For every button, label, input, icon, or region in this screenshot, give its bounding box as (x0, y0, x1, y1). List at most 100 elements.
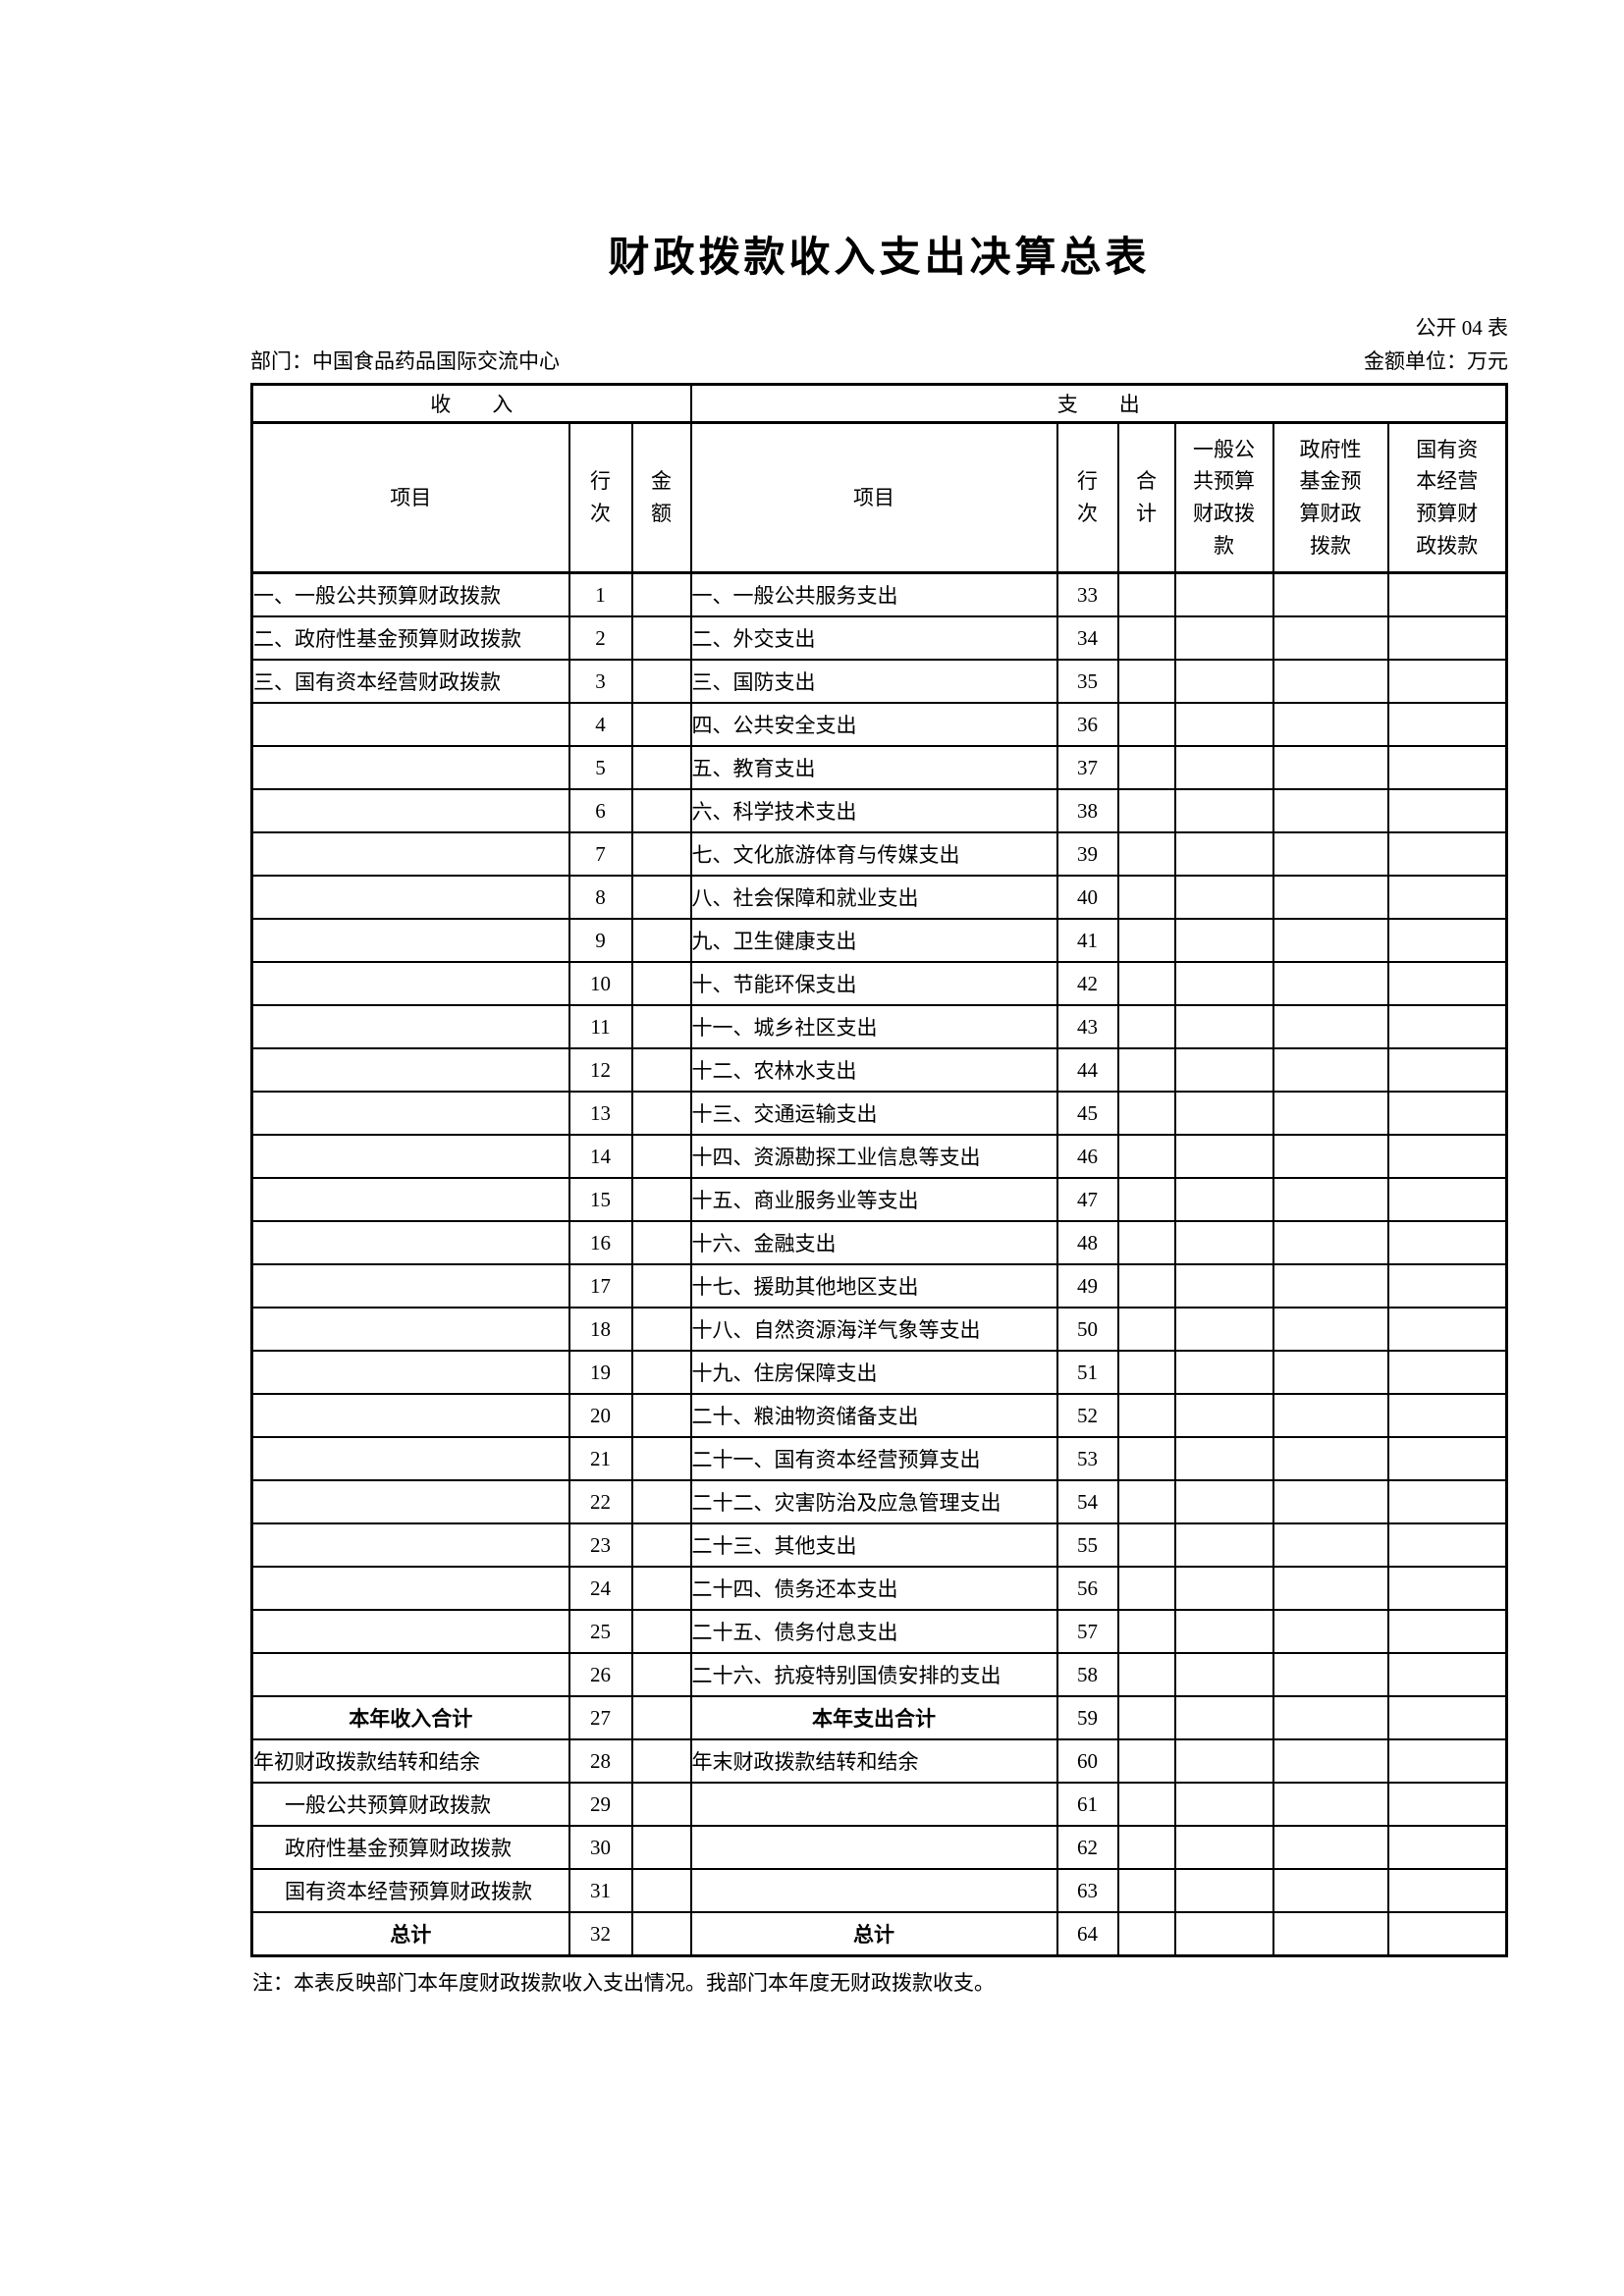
state-capital-cell (1386, 1738, 1508, 1784)
general-budget-cell (1173, 961, 1274, 1006)
state-capital-cell (1386, 961, 1508, 1006)
expense-line-cell: 52 (1056, 1393, 1119, 1438)
gov-fund-cell (1272, 788, 1389, 833)
state-capital-cell (1386, 1911, 1508, 1957)
state-capital-cell (1386, 1782, 1508, 1827)
table-row: 14 十四、资源勘探工业信息等支出 46 (250, 1134, 1508, 1179)
state-capital-cell (1386, 745, 1508, 790)
income-line-cell: 15 (568, 1177, 633, 1222)
income-amount-cell (630, 1220, 692, 1265)
table-row: 国有资本经营预算财政拨款 31 63 (250, 1868, 1508, 1913)
expense-item-cell: 一、一般公共服务支出 (689, 571, 1058, 617)
gov-fund-cell (1272, 659, 1389, 704)
total-cell (1116, 1609, 1176, 1654)
income-item-cell (250, 1177, 570, 1222)
income-amount-cell (630, 1263, 692, 1308)
expense-line-cell: 40 (1056, 875, 1119, 920)
total-cell (1116, 745, 1176, 790)
expense-line-cell: 39 (1056, 831, 1119, 877)
income-item-cell (250, 1652, 570, 1697)
table-row: 5 五、教育支出 37 (250, 745, 1508, 790)
income-item-cell: 政府性基金预算财政拨款 (250, 1825, 570, 1870)
expense-line-cell: 41 (1056, 918, 1119, 963)
income-amount-cell (630, 1004, 692, 1049)
income-line-cell: 23 (568, 1522, 633, 1568)
income-line-cell: 19 (568, 1350, 633, 1395)
total-cell (1116, 1220, 1176, 1265)
meta-row: 部门：中国食品药品国际交流中心 金额单位：万元 (250, 346, 1508, 375)
expense-line-cell: 56 (1056, 1566, 1119, 1611)
income-amount-cell (630, 659, 692, 704)
gov-fund-cell (1272, 1609, 1389, 1654)
table-row: 18 十八、自然资源海洋气象等支出 50 (250, 1307, 1508, 1352)
expense-item-cell: 五、教育支出 (689, 745, 1058, 790)
table-row: 10 十、节能环保支出 42 (250, 961, 1508, 1006)
income-line-cell: 26 (568, 1652, 633, 1697)
state-capital-cell (1386, 1479, 1508, 1524)
table-row: 20 二十、粮油物资储备支出 52 (250, 1393, 1508, 1438)
total-cell (1116, 1263, 1176, 1308)
income-amount-cell (630, 745, 692, 790)
table-row: 15 十五、商业服务业等支出 47 (250, 1177, 1508, 1222)
expense-item-cell (689, 1868, 1058, 1913)
general-budget-cell (1173, 1479, 1274, 1524)
income-line-cell: 8 (568, 875, 633, 920)
income-line-cell: 10 (568, 961, 633, 1006)
state-capital-cell (1386, 1177, 1508, 1222)
income-line-cell: 7 (568, 831, 633, 877)
income-amount-cell (630, 1738, 692, 1784)
general-budget-cell (1173, 1134, 1274, 1179)
income-item-cell: 一般公共预算财政拨款 (250, 1782, 570, 1827)
expense-line-cell: 38 (1056, 788, 1119, 833)
total-cell (1116, 1047, 1176, 1093)
income-line-cell: 5 (568, 745, 633, 790)
table-row: 4 四、公共安全支出 36 (250, 702, 1508, 747)
total-cell (1116, 1782, 1176, 1827)
gov-fund-cell (1272, 1825, 1389, 1870)
income-line-cell: 27 (568, 1695, 633, 1740)
income-item-cell (250, 702, 570, 747)
expense-line-cell: 35 (1056, 659, 1119, 704)
income-item-cell (250, 918, 570, 963)
general-budget-cell (1173, 1436, 1274, 1481)
col-expense-line: 行 次 (1056, 421, 1119, 574)
state-capital-cell (1386, 615, 1508, 661)
general-budget-cell (1173, 1177, 1274, 1222)
state-capital-cell (1386, 1825, 1508, 1870)
general-budget-cell (1173, 1307, 1274, 1352)
total-cell (1116, 659, 1176, 704)
expense-item-cell: 二十一、国有资本经营预算支出 (689, 1436, 1058, 1481)
state-capital-cell (1386, 918, 1508, 963)
income-item-cell (250, 1220, 570, 1265)
gov-fund-cell (1272, 1522, 1389, 1568)
state-capital-cell (1386, 1350, 1508, 1395)
state-capital-cell (1386, 1091, 1508, 1136)
income-amount-cell (630, 961, 692, 1006)
general-budget-cell (1173, 875, 1274, 920)
table-row: 一般公共预算财政拨款 29 61 (250, 1782, 1508, 1827)
income-item-cell: 总计 (250, 1911, 570, 1957)
expense-item-cell: 八、社会保障和就业支出 (689, 875, 1058, 920)
expense-item-cell: 十五、商业服务业等支出 (689, 1177, 1058, 1222)
expense-item-cell: 二十六、抗疫特别国债安排的支出 (689, 1652, 1058, 1697)
total-cell (1116, 702, 1176, 747)
gov-fund-cell (1272, 1782, 1389, 1827)
total-cell (1116, 1350, 1176, 1395)
income-amount-cell (630, 1091, 692, 1136)
income-item-cell (250, 1393, 570, 1438)
table-row: 一、一般公共预算财政拨款 1 一、一般公共服务支出 33 (250, 571, 1508, 617)
state-capital-cell (1386, 1307, 1508, 1352)
expense-item-cell (689, 1825, 1058, 1870)
income-amount-cell (630, 1825, 692, 1870)
expense-line-cell: 62 (1056, 1825, 1119, 1870)
expense-item-cell: 二十四、债务还本支出 (689, 1566, 1058, 1611)
general-budget-cell (1173, 615, 1274, 661)
income-item-cell: 国有资本经营预算财政拨款 (250, 1868, 570, 1913)
income-line-cell: 1 (568, 571, 633, 617)
income-line-cell: 31 (568, 1868, 633, 1913)
income-line-cell: 22 (568, 1479, 633, 1524)
total-cell (1116, 1004, 1176, 1049)
gov-fund-cell (1272, 1911, 1389, 1957)
general-budget-cell (1173, 1004, 1274, 1049)
